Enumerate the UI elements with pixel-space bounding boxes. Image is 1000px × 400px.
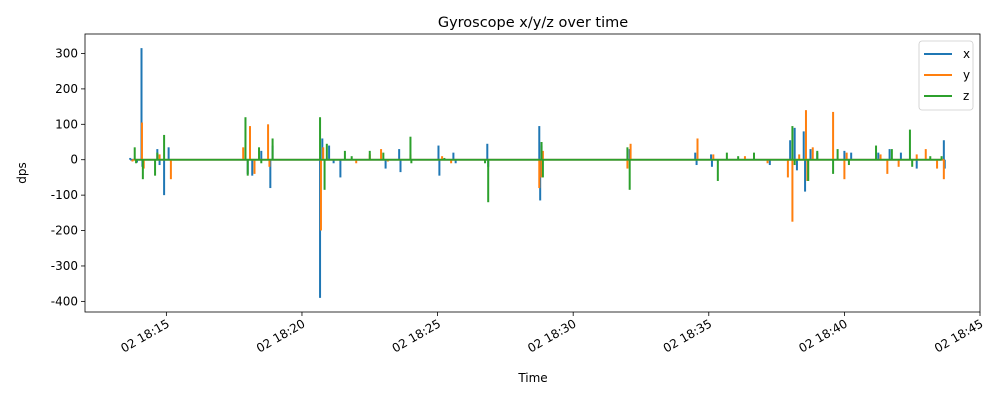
y-tick-label: 100 (55, 117, 78, 131)
y-axis: -400 -300 -200 -100 0 100 200 300 (51, 46, 85, 308)
chart-title: Gyroscope x/y/z over time (438, 15, 628, 31)
legend-label-x: x (963, 47, 970, 61)
y-tick-label: -400 (51, 294, 78, 308)
y-tick-label: 300 (55, 46, 78, 60)
series-z (133, 117, 943, 203)
series-layer (129, 48, 946, 298)
y-tick-label: 200 (55, 82, 78, 96)
y-tick-label: -200 (51, 224, 78, 238)
legend-label-y: y (963, 68, 970, 82)
plot-frame (84, 33, 981, 313)
legend: xyz (918, 40, 974, 111)
y-tick-label: 0 (70, 153, 78, 167)
legend-label-z: z (963, 89, 969, 103)
y-tick-label: -300 (51, 259, 78, 273)
y-tick-label: -100 (51, 188, 78, 202)
y-axis-label: dps (15, 162, 29, 184)
x-axis-label: Time (517, 371, 547, 385)
